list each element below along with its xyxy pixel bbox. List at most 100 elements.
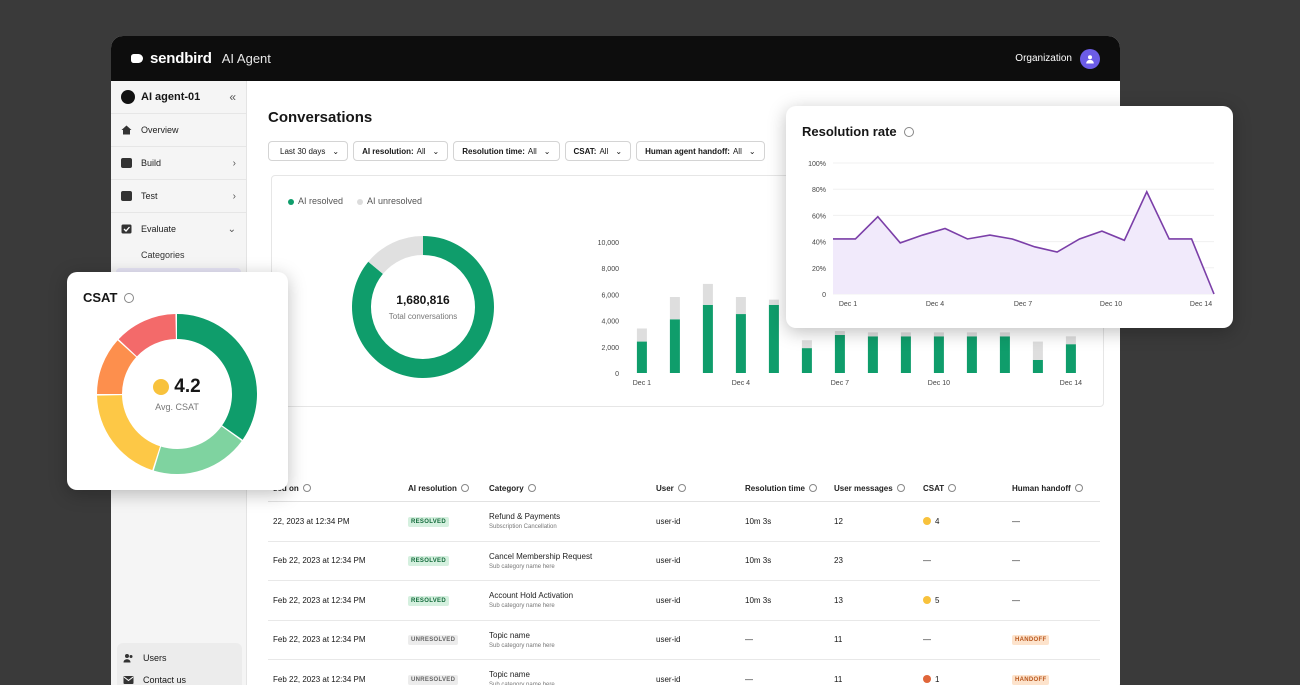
- donut-slice-unresolved: [368, 236, 423, 274]
- filter-csat[interactable]: CSAT: All ⌄: [564, 141, 632, 161]
- csat-cell: 4: [923, 516, 1012, 526]
- status-badge: UNRESOLVED: [408, 635, 459, 646]
- header-cell[interactable]: AI resolution: [408, 483, 489, 493]
- sidebar-item-label: Build: [141, 158, 162, 168]
- org-label: Organization: [1015, 53, 1072, 64]
- table-row[interactable]: 22, 2023 at 12:34 PM RESOLVED Refund & Pay…: [268, 502, 1100, 542]
- main-content: Conversations Last 30 days ⌄ AI resolutio…: [268, 81, 1120, 685]
- bar-unresolved: [966, 332, 977, 337]
- sidebar-item-overview[interactable]: Overview: [111, 113, 246, 146]
- chevron-right-icon: ›: [232, 190, 236, 202]
- bar-unresolved: [1065, 336, 1076, 345]
- bar-unresolved: [999, 332, 1010, 337]
- pie-slice: [177, 314, 257, 440]
- y-tick-label: 4,000: [601, 319, 619, 326]
- legend-dot-resolved: [288, 198, 294, 205]
- sidebar-item-users[interactable]: Users: [117, 647, 242, 669]
- category-name: Topic name: [489, 630, 530, 640]
- emoji-rating-icon: [923, 595, 931, 604]
- csat-value: 5: [935, 595, 940, 605]
- home-icon: [121, 125, 132, 135]
- table-body: 22, 2023 at 12:34 PM RESOLVED Refund & Pay…: [268, 502, 1100, 685]
- csat-title: CSAT: [83, 290, 135, 305]
- info-icon: [948, 483, 957, 492]
- category-name: Refund & Payments: [489, 512, 561, 522]
- logo[interactable]: sendbird AI Agent: [131, 50, 271, 67]
- info-icon[interactable]: [124, 292, 135, 303]
- subcategory-name: Sub category name here: [489, 642, 555, 649]
- header-cell[interactable]: sed on: [268, 483, 408, 493]
- sidebar-item-contact-us[interactable]: Contact us: [117, 669, 242, 685]
- x-tick-label: Dec 4: [926, 301, 944, 308]
- filter-human-handoff[interactable]: Human agent handoff: All ⌄: [636, 141, 765, 161]
- date-cell: Feb 22, 2023 at 12:34 PM: [273, 635, 366, 645]
- table-row[interactable]: Feb 22, 2023 at 12:34 PM UNRESOLVED Topic …: [268, 660, 1100, 685]
- sidebar-bottom-nav: Users Contact us: [117, 643, 242, 685]
- bar-resolved: [636, 341, 647, 373]
- filter-date-range[interactable]: Last 30 days ⌄: [268, 141, 349, 161]
- filter-bar: Last 30 days ⌄ AI resolution: All ⌄ Resolut…: [268, 141, 765, 161]
- bar-unresolved: [636, 328, 647, 342]
- chevron-down-icon: ⌄: [332, 146, 340, 156]
- table-row[interactable]: Feb 22, 2023 at 12:34 PM RESOLVED Account …: [268, 581, 1100, 621]
- org-switcher[interactable]: Organization: [1015, 48, 1100, 69]
- header-cell[interactable]: CSAT: [923, 483, 1012, 493]
- header-cell[interactable]: Human handoff: [1012, 483, 1100, 493]
- filter-resolution-time[interactable]: Resolution time: All ⌄: [453, 141, 560, 161]
- pie-slice: [153, 426, 242, 474]
- filter-prefix: AI resolution:: [362, 146, 414, 156]
- bar-resolved: [669, 319, 680, 373]
- total-conversations-value: 1,680,816: [396, 293, 450, 307]
- y-tick-label: 8,000: [601, 266, 619, 273]
- header-cell[interactable]: Resolution time: [745, 483, 834, 493]
- table-row[interactable]: Feb 22, 2023 at 12:34 PM RESOLVED Cancel M…: [268, 542, 1100, 581]
- handoff-cell: —: [1012, 517, 1100, 526]
- category-cell: Account Hold Activation Sub category name…: [489, 591, 656, 609]
- date-cell: Feb 22, 2023 at 12:34 PM: [273, 556, 366, 566]
- header-cell[interactable]: User: [656, 483, 745, 493]
- legend-item-unresolved[interactable]: AI unresolved: [357, 196, 422, 206]
- total-conversations-label: Total conversations: [388, 312, 458, 321]
- subcategory-name: Sub category name here: [489, 563, 555, 570]
- avatar[interactable]: [1080, 48, 1100, 69]
- filter-ai-resolution[interactable]: AI resolution: All ⌄: [353, 141, 449, 161]
- status-badge: UNRESOLVED: [408, 674, 459, 685]
- collapse-sidebar-icon[interactable]: «: [229, 90, 236, 104]
- user-cell: user-id: [656, 635, 681, 645]
- csat-value: 4: [935, 516, 940, 526]
- sidebar-item-label: Evaluate: [141, 224, 177, 234]
- csat-card: CSAT 4.2 Avg. CSAT: [67, 272, 288, 490]
- agent-selector[interactable]: AI agent-01 «: [111, 81, 246, 113]
- csat-donut-chart: [97, 314, 257, 474]
- legend-item-resolved[interactable]: AI resolved: [288, 196, 343, 206]
- pie-slice: [97, 340, 137, 394]
- sidebar-item-test[interactable]: Test ›: [111, 179, 246, 212]
- csat-cell: —: [923, 556, 1012, 565]
- user-cell: user-id: [656, 556, 681, 566]
- header-cell[interactable]: Category: [489, 483, 656, 493]
- x-tick-label: Dec 14: [1190, 301, 1212, 308]
- sidebar-item-build[interactable]: Build ›: [111, 146, 246, 179]
- x-tick-label: Dec 10: [928, 380, 950, 387]
- table-row[interactable]: Feb 22, 2023 at 12:34 PM UNRESOLVED Topic …: [268, 621, 1100, 660]
- filter-prefix: Human agent handoff:: [645, 146, 730, 156]
- table-header: sed on AI resolution Category User Resol…: [268, 475, 1100, 502]
- bar-unresolved: [702, 283, 713, 305]
- user-cell: user-id: [656, 595, 681, 605]
- filter-value: All: [527, 146, 537, 156]
- y-tick-label: 60%: [812, 213, 826, 220]
- daily-bar-chart: 10,000 8,000 6,000 4,000 2,000 0 Dec 1 Dec 4 Dec…: [598, 240, 1083, 387]
- chevron-right-icon: ›: [232, 157, 236, 169]
- sidebar-subitem-categories[interactable]: Categories: [141, 250, 185, 260]
- sidebar-item-evaluate[interactable]: Evaluate ⌄: [111, 212, 246, 245]
- info-icon[interactable]: [903, 126, 914, 137]
- sidebar-item-label: Overview: [141, 125, 179, 135]
- build-icon: [121, 158, 132, 168]
- csat-center: 4.2 Avg. CSAT: [97, 314, 257, 474]
- bar-resolved: [834, 335, 845, 373]
- sidebar-item-label: Users: [143, 653, 167, 663]
- bar-unresolved: [933, 332, 944, 337]
- bar-resolved: [999, 336, 1010, 373]
- header-cell[interactable]: User messages: [834, 483, 923, 493]
- resolution-time-cell: 10m 3s: [745, 595, 772, 605]
